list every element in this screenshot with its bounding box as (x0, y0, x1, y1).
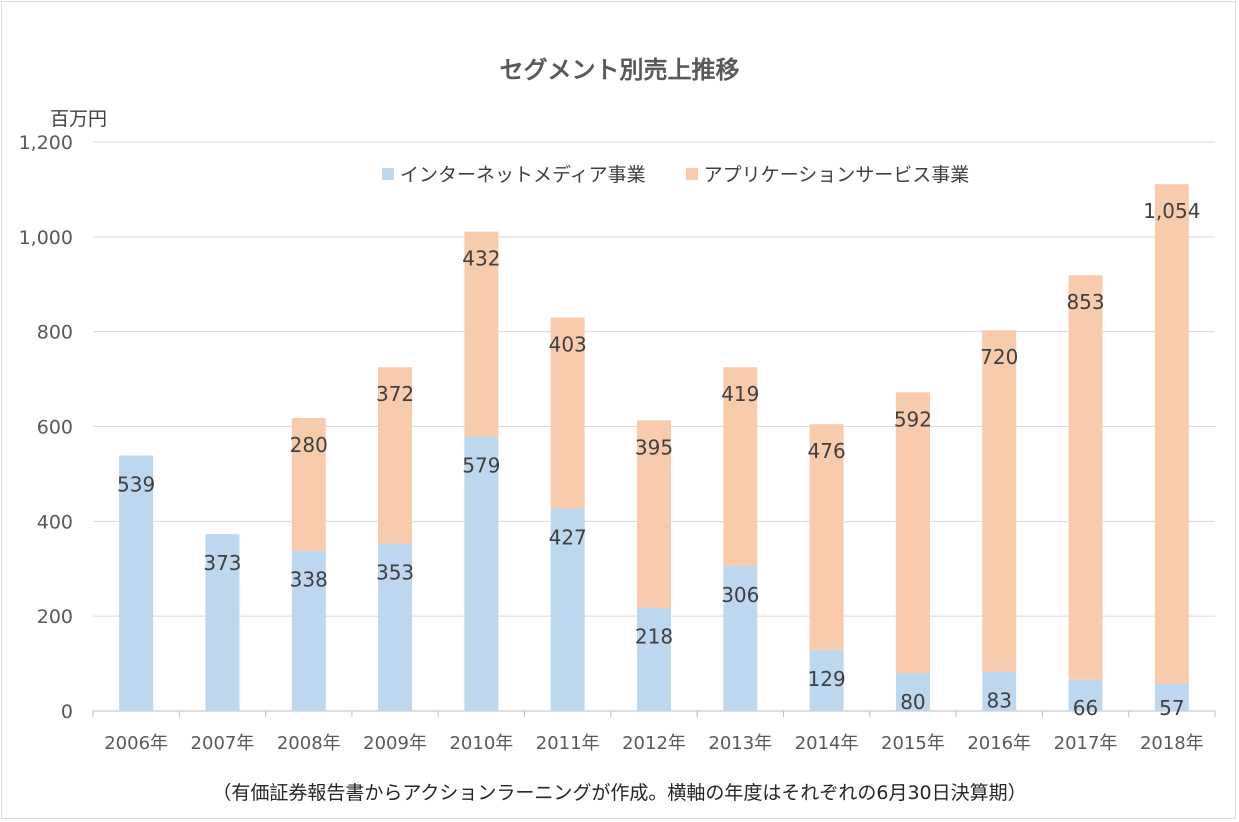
bar-application-service (464, 231, 499, 437)
bar-internet-media (378, 543, 413, 711)
x-tick-label: 2017年 (1054, 733, 1118, 754)
bar-internet-media (982, 671, 1017, 711)
data-label-internet-media: 80 (900, 690, 925, 714)
data-label-application-service: 432 (462, 247, 500, 271)
x-tick-label: 2015年 (881, 733, 945, 754)
data-label-internet-media: 306 (721, 583, 759, 607)
bar-application-service (1068, 275, 1103, 680)
x-tick-label: 2016年 (967, 733, 1031, 754)
legend-swatch-internet-media (382, 167, 394, 180)
data-label-internet-media: 66 (1073, 696, 1098, 720)
data-label-application-service: 395 (635, 435, 673, 459)
data-label-internet-media: 353 (376, 561, 414, 585)
data-label-application-service: 403 (549, 332, 587, 356)
x-tick-label: 2013年 (708, 733, 772, 754)
data-label-internet-media: 129 (808, 667, 846, 691)
bar-internet-media (119, 455, 154, 711)
data-label-internet-media: 338 (290, 568, 328, 592)
x-tick-label: 2011年 (536, 733, 600, 754)
bar-internet-media (809, 649, 844, 711)
y-tick-label: 0 (61, 701, 73, 723)
bar-application-service (1154, 184, 1189, 684)
data-label-application-service: 592 (894, 407, 932, 431)
x-tick-label: 2006年 (104, 733, 168, 754)
data-label-application-service: 853 (1066, 290, 1104, 314)
x-tick-label: 2007年 (191, 733, 255, 754)
y-tick-label: 800 (37, 322, 73, 344)
bar-internet-media (723, 565, 758, 711)
footnote: （有価証券報告書からアクションラーニングが作成。横軸の年度はそれぞれの6月30日… (212, 782, 1027, 804)
x-tick-label: 2009年 (363, 733, 427, 754)
x-tick-label: 2008年 (277, 733, 341, 754)
bar-application-service (550, 317, 585, 509)
bar-internet-media (895, 673, 930, 711)
data-label-internet-media: 83 (987, 689, 1012, 713)
data-label-internet-media: 539 (117, 472, 155, 496)
legend-item-application-service: アプリケーションサービス事業 (685, 160, 970, 187)
data-label-internet-media: 579 (462, 453, 500, 477)
y-tick-label: 600 (37, 417, 73, 439)
bar-internet-media (637, 607, 671, 711)
data-label-internet-media: 373 (203, 551, 241, 575)
data-label-internet-media: 57 (1159, 696, 1184, 720)
bar-application-service (291, 417, 326, 551)
data-label-application-service: 372 (376, 382, 414, 406)
legend-item-internet-media: インターネットメディア事業 (382, 160, 646, 187)
bar-application-service (982, 330, 1017, 672)
bar-application-service (637, 420, 671, 608)
bar-application-service (378, 367, 413, 544)
bar-application-service (809, 424, 844, 650)
legend: インターネットメディア事業 アプリケーションサービス事業 (382, 160, 969, 187)
legend-label-application-service: アプリケーションサービス事業 (703, 164, 970, 186)
legend-label-internet-media: インターネットメディア事業 (400, 164, 646, 186)
x-tick-label: 2012年 (622, 733, 686, 754)
bar-internet-media (205, 534, 240, 711)
bar-internet-media (291, 550, 326, 711)
y-tick-label: 1,000 (19, 227, 73, 249)
y-tick-label: 400 (37, 511, 73, 533)
bar-internet-media (550, 508, 585, 711)
bar-internet-media (464, 436, 499, 711)
x-tick-label: 2018年 (1140, 733, 1204, 754)
y-tick-label: 200 (37, 606, 73, 628)
chart-title: セグメント別売上推移 (499, 56, 740, 84)
x-tick-label: 2010年 (449, 733, 513, 754)
data-label-internet-media: 218 (635, 625, 673, 649)
bar-internet-media (1068, 679, 1103, 711)
bar-internet-media (1154, 683, 1189, 711)
data-label-application-service: 280 (290, 433, 328, 457)
y-tick-label: 1,200 (19, 132, 73, 154)
bar-application-service (895, 392, 930, 674)
data-label-application-service: 1,054 (1143, 199, 1200, 223)
y-axis-unit-label: 百万円 (50, 108, 108, 130)
bar-application-service (723, 367, 758, 566)
legend-swatch-application-service (685, 167, 698, 180)
data-label-application-service: 720 (980, 345, 1018, 369)
data-label-internet-media: 427 (549, 526, 587, 550)
data-label-application-service: 419 (721, 382, 759, 406)
x-tick-label: 2014年 (795, 733, 859, 754)
data-label-application-service: 476 (808, 439, 846, 463)
